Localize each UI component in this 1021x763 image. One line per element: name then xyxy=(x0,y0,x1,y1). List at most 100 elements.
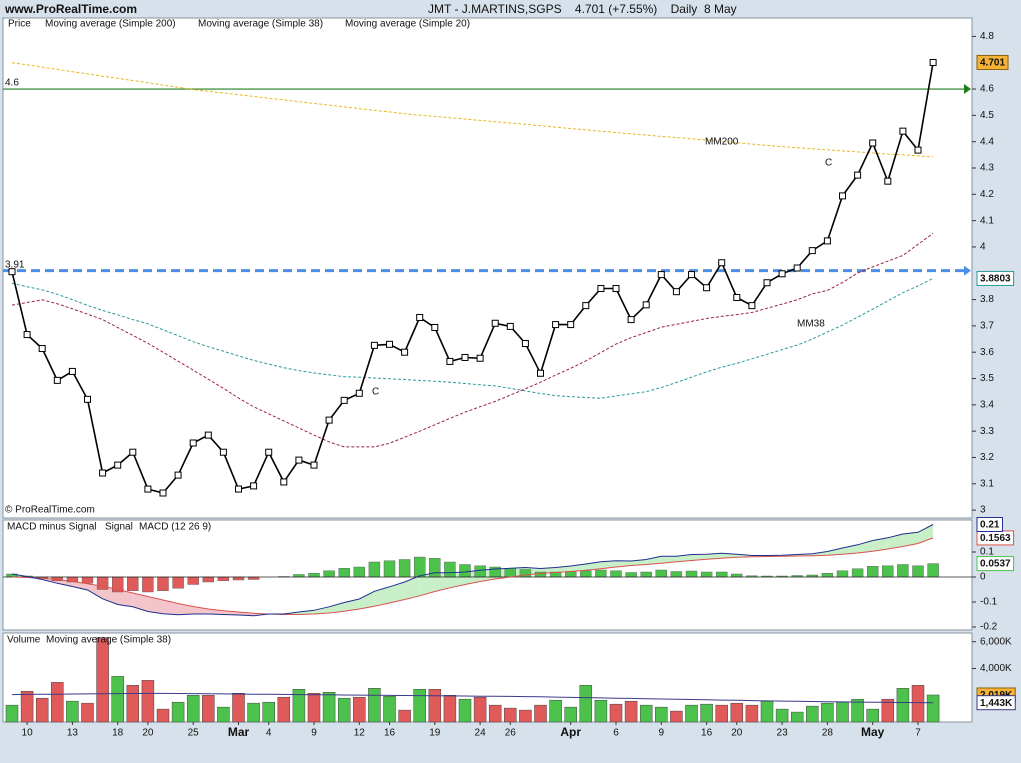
price-marker xyxy=(914,146,922,154)
site-name: www.ProRealTime.com xyxy=(4,2,137,16)
volume-bar xyxy=(202,694,215,723)
legend-entry: Moving average (Simple 38) xyxy=(198,19,323,30)
price-marker xyxy=(446,357,454,365)
macd-fill xyxy=(691,554,707,561)
price-marker xyxy=(748,302,756,310)
y-tick-label: 6,000K xyxy=(980,636,1012,647)
price-marker xyxy=(567,321,575,329)
price-marker xyxy=(219,448,227,456)
volume-bar xyxy=(624,700,638,723)
annotation: MM38 xyxy=(797,319,825,330)
price-marker xyxy=(310,461,318,469)
macd-fill xyxy=(374,586,390,607)
price-marker xyxy=(401,348,409,356)
macd-fill xyxy=(147,596,163,614)
x-tick-label: May xyxy=(861,725,885,739)
price-marker xyxy=(23,331,31,339)
volume-bar xyxy=(639,704,653,723)
volume-bar xyxy=(126,685,140,723)
value-tag-label: 1,443K xyxy=(980,698,1013,709)
series-line xyxy=(11,692,934,704)
x-tick-label: 18 xyxy=(112,728,124,739)
volume-bar xyxy=(760,700,774,723)
y-tick-label: 4.3 xyxy=(980,163,994,174)
volume-bar xyxy=(881,698,895,723)
histogram-bar xyxy=(368,561,381,578)
volume-bar xyxy=(594,699,608,723)
series-line xyxy=(11,232,934,448)
volume-bar xyxy=(428,689,442,723)
macd-fill xyxy=(419,572,435,596)
histogram-bar xyxy=(353,566,365,578)
price-marker xyxy=(250,482,258,490)
price-marker xyxy=(854,171,862,179)
volume-bar xyxy=(715,704,728,723)
volume-bar xyxy=(700,703,713,723)
price-marker xyxy=(627,316,635,324)
x-tick-label: 6 xyxy=(613,728,619,739)
y-tick-label: 4.2 xyxy=(980,189,994,200)
histogram-bar xyxy=(912,565,924,578)
histogram-bar xyxy=(474,565,486,578)
value-tag xyxy=(976,695,1016,711)
annotation: MM200 xyxy=(705,137,739,148)
y-tick-label: 4,000K xyxy=(980,663,1012,674)
volume-bar xyxy=(171,701,185,723)
volume-bar xyxy=(232,693,245,723)
price-marker xyxy=(839,192,846,200)
histogram-bar xyxy=(897,564,909,578)
x-tick-label: 9 xyxy=(659,728,665,739)
volume-bar xyxy=(413,689,426,723)
series-line xyxy=(11,62,934,158)
x-tick-label: 25 xyxy=(188,728,200,739)
x-tick-label: 7 xyxy=(915,728,921,739)
y-tick-label: 3.6 xyxy=(980,347,994,358)
x-tick-label: 20 xyxy=(142,728,154,739)
volume-bar xyxy=(156,708,170,723)
volume-bar xyxy=(292,689,306,723)
price-marker xyxy=(280,478,288,486)
macd-fill xyxy=(872,537,888,552)
volume-bar xyxy=(20,691,34,723)
y-tick-label: 4.5 xyxy=(980,110,994,121)
legend-entry: Moving average (Simple 200) xyxy=(45,19,176,30)
volume-bar xyxy=(141,680,155,723)
volume-bar xyxy=(851,698,864,723)
volume-bar xyxy=(911,685,925,723)
value-tag xyxy=(976,517,1003,532)
line-arrow xyxy=(964,265,971,276)
volume-bar xyxy=(821,702,834,723)
value-tag-label: 3.8803 xyxy=(980,274,1011,285)
x-tick-label: 20 xyxy=(731,728,743,739)
volume-bar xyxy=(443,694,457,723)
value-tag xyxy=(976,54,1009,70)
legend-entry: MACD minus Signal xyxy=(7,522,96,533)
legend-entry: MACD (12 26 9) xyxy=(139,522,211,533)
macd-fill xyxy=(600,560,616,569)
price-marker xyxy=(929,58,937,66)
volume-bar xyxy=(383,695,396,723)
price-marker xyxy=(129,448,137,456)
histogram-bar xyxy=(398,559,411,578)
histogram-bar xyxy=(836,570,849,578)
y-tick-label: 4 xyxy=(980,242,986,253)
volume-bar xyxy=(534,704,547,723)
histogram-bar xyxy=(731,573,743,578)
price-marker xyxy=(325,416,333,424)
volume-bar xyxy=(5,704,19,723)
y-tick-label: 3.2 xyxy=(980,452,994,463)
macd-fill xyxy=(646,556,662,565)
volume-bar xyxy=(579,685,593,723)
volume-bar xyxy=(277,696,291,723)
price-marker xyxy=(869,139,877,147)
macd-fill xyxy=(404,575,420,600)
volume-bar xyxy=(926,694,940,723)
histogram-bar xyxy=(851,568,864,578)
macd-fill xyxy=(706,553,722,560)
volume-bar xyxy=(790,711,804,723)
histogram-bar xyxy=(232,576,245,581)
volume-bar xyxy=(186,694,200,723)
volume-bar xyxy=(504,707,517,723)
copyright: © ProRealTime.com xyxy=(5,505,95,516)
